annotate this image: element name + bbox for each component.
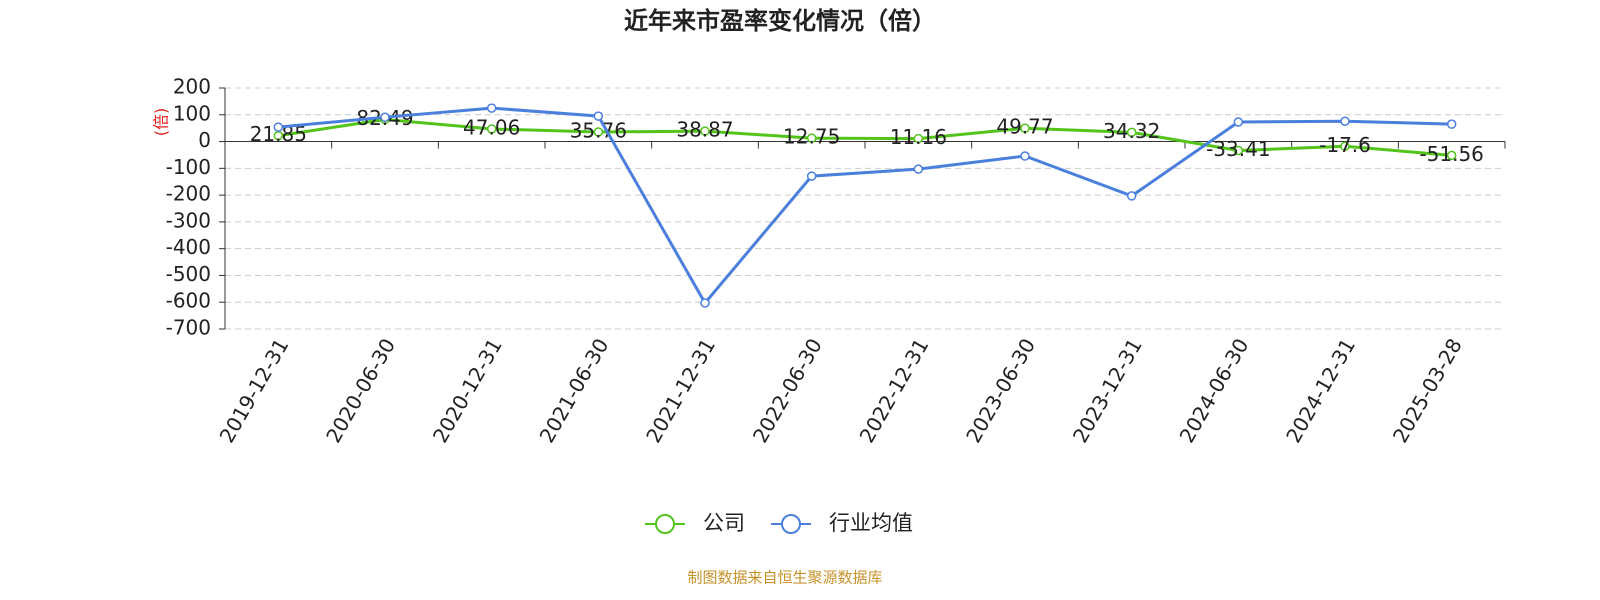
x-tick-label: 2024-12-31 — [1281, 334, 1360, 447]
legend-marker — [781, 514, 801, 534]
y-tick-label: -200 — [166, 182, 211, 206]
y-tick-label: -600 — [166, 289, 211, 313]
point — [1340, 116, 1350, 126]
legend-label: 公司 — [703, 511, 745, 535]
point — [1020, 151, 1030, 161]
x-tick-label: 2022-12-31 — [855, 334, 934, 447]
point — [486, 103, 497, 113]
point — [486, 124, 497, 134]
series-line — [278, 106, 1452, 306]
data-label: 38.87 — [676, 118, 733, 142]
legend: 公司 行业均值 — [645, 511, 913, 535]
source: 制图数据来自恒生聚源数据库 — [687, 569, 882, 587]
y-axis-label: (倍) — [152, 108, 171, 137]
x-tick-label: 2025-03-28 — [1388, 334, 1467, 447]
x-tick-label: 2021-12-31 — [641, 334, 720, 447]
y-tick-label: -100 — [166, 155, 211, 179]
data-label: 49.77 — [996, 115, 1053, 139]
point — [700, 126, 710, 136]
legend-marker — [655, 514, 675, 534]
chart-title: 近年来市盈率变化情况（倍） — [624, 7, 936, 35]
y-tick-label: -400 — [166, 235, 211, 259]
x-tick-label: 2020-12-31 — [428, 334, 507, 447]
point — [1020, 123, 1030, 133]
y-tick-label: -700 — [166, 316, 211, 340]
point — [806, 133, 817, 143]
point — [700, 298, 710, 308]
y-tick-label: 200 — [173, 75, 211, 99]
legend-label: 行业均值 — [829, 511, 913, 535]
data-label: 35.76 — [570, 118, 627, 142]
x-tick-label: 2019-12-31 — [215, 334, 294, 447]
data-label: 11.16 — [890, 125, 947, 149]
x-tick-label: 2023-06-30 — [961, 334, 1040, 447]
point — [1233, 145, 1244, 156]
x-tick-label: 2024-06-30 — [1175, 334, 1254, 447]
point — [1126, 127, 1137, 138]
point — [1126, 191, 1137, 201]
point — [593, 111, 604, 121]
y-tick-label: 0 — [198, 128, 211, 152]
point — [273, 122, 284, 132]
data-label: 12.75 — [783, 125, 840, 149]
data-label: 47.06 — [463, 115, 520, 139]
point — [593, 127, 604, 137]
x-tick-label: 2020-06-30 — [321, 334, 400, 447]
point — [1446, 119, 1457, 129]
point — [1340, 141, 1350, 152]
point — [1233, 117, 1244, 127]
x-tick-label: 2021-06-30 — [535, 334, 614, 447]
point — [1446, 150, 1457, 161]
data-label: 34.32 — [1103, 119, 1160, 143]
y-tick-label: 100 — [173, 101, 211, 125]
series-line — [278, 117, 1452, 157]
point — [806, 171, 817, 181]
data-label: -17.6 — [1319, 133, 1371, 157]
point — [913, 164, 924, 174]
y-tick-label: -300 — [166, 208, 211, 232]
data-label: -33.41 — [1206, 137, 1270, 161]
data-label: -51.56 — [1419, 142, 1483, 166]
point — [380, 112, 390, 122]
x-tick-label: 2022-06-30 — [748, 334, 827, 447]
y-tick-label: -500 — [166, 262, 211, 286]
point — [913, 133, 924, 144]
x-tick-label: 2023-12-31 — [1068, 334, 1147, 447]
